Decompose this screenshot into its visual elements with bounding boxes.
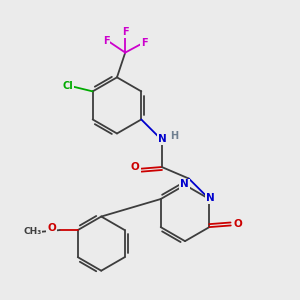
Text: O: O: [47, 224, 56, 233]
Text: CH₃: CH₃: [23, 227, 41, 236]
Text: F: F: [103, 36, 110, 46]
Text: F: F: [122, 27, 128, 37]
Text: H: H: [170, 131, 178, 141]
Text: O: O: [233, 219, 242, 229]
Text: O: O: [131, 162, 140, 172]
Text: F: F: [141, 38, 147, 48]
Text: N: N: [158, 134, 167, 144]
Text: N: N: [206, 194, 214, 203]
Text: Cl: Cl: [63, 81, 74, 92]
Text: N: N: [180, 179, 189, 189]
Text: N: N: [206, 194, 214, 203]
